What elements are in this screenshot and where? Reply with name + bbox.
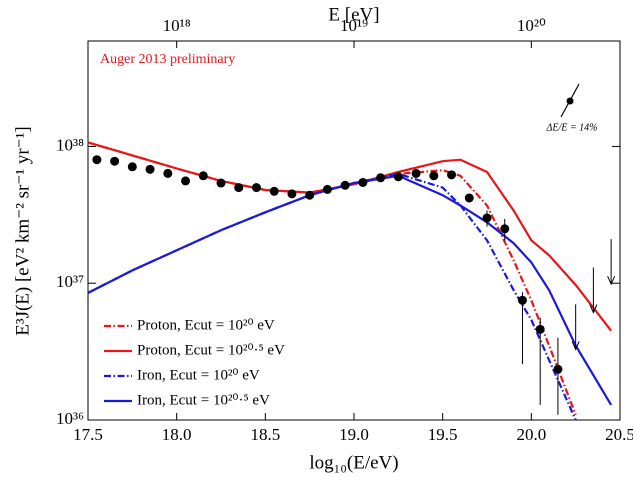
x-axis-label: log₁₀(E/eV) — [309, 452, 398, 473]
x-tick-label: 20.0 — [516, 425, 546, 444]
data-point — [251, 183, 261, 193]
model-line — [87, 141, 612, 332]
legend-label: Iron, Ecut = 10²⁰·⁵ eV — [137, 392, 270, 408]
data-point — [92, 155, 102, 165]
data-point — [163, 168, 173, 178]
x-tick-label: 18.5 — [250, 425, 280, 444]
x-tick-label: 17.5 — [73, 425, 103, 444]
data-point — [322, 184, 332, 194]
x-tick-label: 20.5 — [605, 425, 633, 444]
data-point — [464, 193, 474, 203]
x2-axis-label: E [eV] — [328, 4, 379, 25]
data-point — [553, 364, 563, 374]
upper-limit — [607, 239, 616, 286]
annotation: Auger 2013 preliminary — [100, 52, 235, 67]
y-tick-label: 10³⁸ — [56, 135, 84, 154]
data-point — [358, 177, 368, 187]
data-point — [447, 170, 457, 180]
data-point — [535, 324, 545, 334]
data-point — [127, 162, 137, 172]
resolution-point — [566, 97, 574, 105]
data-point — [340, 180, 350, 190]
data-point — [482, 213, 492, 223]
data-point — [110, 156, 120, 166]
data-point — [376, 173, 386, 183]
data-point — [500, 224, 510, 234]
data-point — [145, 164, 155, 174]
x-tick-label: 19.0 — [339, 425, 369, 444]
x2-tick-label: 10¹⁸ — [163, 16, 191, 35]
data-point — [216, 178, 226, 188]
data-point — [411, 168, 421, 178]
data-point — [198, 171, 208, 181]
data-point — [181, 176, 191, 186]
y-tick-label: 10³⁷ — [56, 272, 84, 291]
data-point — [287, 189, 297, 199]
x2-tick-label: 10¹⁹ — [340, 16, 368, 35]
x-tick-label: 19.5 — [428, 425, 458, 444]
data-point — [517, 295, 527, 305]
data-point — [269, 186, 279, 196]
upper-limit — [589, 267, 598, 314]
data-point — [234, 183, 244, 193]
x2-tick-label: 10²⁰ — [517, 16, 546, 35]
data-point — [393, 172, 403, 182]
data-point — [305, 190, 315, 200]
resolution-label: ΔE/E = 14% — [546, 122, 598, 133]
y-tick-label: 10³⁶ — [56, 409, 84, 428]
legend-label: Proton, Ecut = 10²⁰·⁵ eV — [137, 342, 285, 358]
upper-limit — [571, 304, 580, 351]
y-axis-label: E³J(E) [eV² km⁻² sr⁻¹ yr⁻¹] — [12, 126, 33, 335]
legend-label: Proton, Ecut = 10²⁰ eV — [137, 317, 275, 333]
model-line — [87, 174, 613, 406]
legend-label: Iron, Ecut = 10²⁰ eV — [137, 367, 260, 383]
data-point — [429, 171, 439, 181]
x-tick-label: 18.0 — [162, 425, 192, 444]
